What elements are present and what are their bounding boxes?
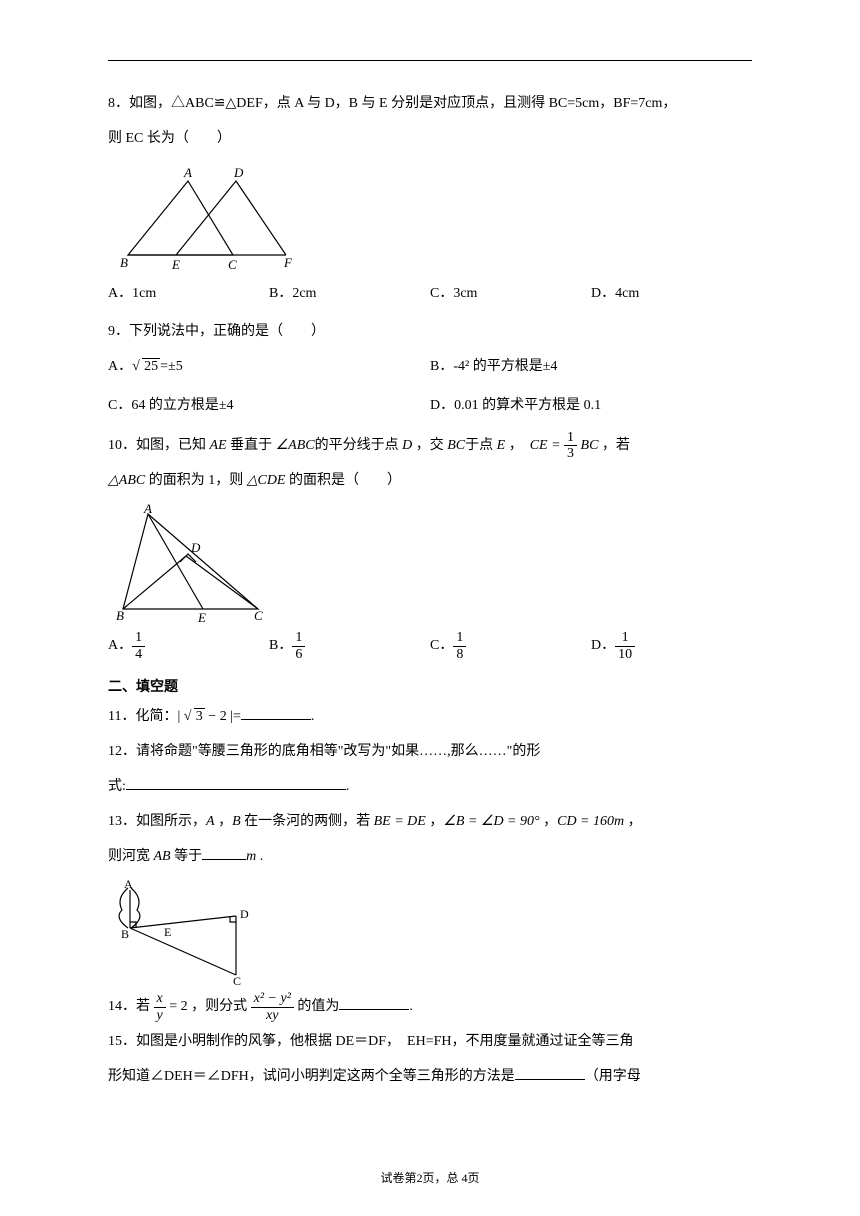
- q15-line2: 形知道∠DEH＝∠DFH，试问小明判定这两个全等三角形的方法是（用字母: [108, 1062, 752, 1093]
- q10-figure: A B C D E: [108, 504, 752, 624]
- q8-opt-c: C．3cm: [430, 279, 591, 310]
- svg-text:B: B: [121, 927, 129, 941]
- q9-opt-a: A．25=±5: [108, 352, 430, 383]
- q15-line1: 15．如图是小明制作的风筝，他根据 DE＝DF， EH=FH，不用度量就通过证全…: [108, 1027, 752, 1058]
- svg-text:A: A: [124, 880, 133, 891]
- q9-opt-b: B．-4² 的平方根是±4: [430, 352, 752, 383]
- q9-opt-c: C．64 的立方根是±4: [108, 391, 430, 422]
- q10-line1: 10．如图，已知 AE 垂直于 ∠ABC的平分线于点 D ，交 BC于点 E ，…: [108, 430, 752, 462]
- svg-text:C: C: [228, 257, 237, 272]
- q10-options: A．14 B．16 C．18 D．110: [108, 630, 752, 662]
- q12-line1: 12．请将命题"等腰三角形的底角相等"改写为"如果……,那么……"的形: [108, 737, 752, 768]
- q12-blank: [126, 789, 346, 790]
- q10-opt-c: C．18: [430, 630, 591, 662]
- q8-options: A．1cm B．2cm C．3cm D．4cm: [108, 279, 752, 310]
- svg-text:F: F: [283, 255, 293, 270]
- svg-text:A: A: [143, 504, 152, 516]
- q9-opt-d: D．0.01 的算术平方根是 0.1: [430, 391, 752, 422]
- q10-opt-a: A．14: [108, 630, 269, 662]
- svg-text:D: D: [190, 540, 201, 555]
- q15-blank: [515, 1079, 585, 1080]
- q13-figure: A B E D C: [108, 880, 752, 985]
- q10-opt-d: D．110: [591, 630, 752, 662]
- svg-text:B: B: [120, 255, 128, 270]
- svg-text:A: A: [183, 165, 192, 180]
- q13-blank: [202, 859, 246, 860]
- q9-row1: A．25=±5 B．-4² 的平方根是±4: [108, 352, 752, 383]
- svg-text:E: E: [164, 925, 171, 939]
- svg-text:E: E: [171, 257, 180, 272]
- q9-row2: C．64 的立方根是±4 D．0.01 的算术平方根是 0.1: [108, 391, 752, 422]
- q11-blank: [241, 719, 311, 720]
- q8-figure: A D B E C F: [108, 163, 752, 273]
- q10-opt-b: B．16: [269, 630, 430, 662]
- q8-opt-b: B．2cm: [269, 279, 430, 310]
- q14: 14．若 xy = 2 ，则分式 x² − y²xy 的值为.: [108, 991, 752, 1023]
- q8-opt-a: A．1cm: [108, 279, 269, 310]
- svg-text:B: B: [116, 608, 124, 623]
- q13-line2: 则河宽 AB 等于m .: [108, 842, 752, 873]
- q13-line1: 13．如图所示，A ，B 在一条河的两侧，若 BE = DE ，∠B = ∠D …: [108, 807, 752, 838]
- svg-text:E: E: [197, 610, 206, 624]
- q10-line2: △ABC 的面积为 1，则 △CDE 的面积是（ ）: [108, 466, 752, 497]
- q8-line1: 8．如图，△ABC≌△DEF，点 A 与 D，B 与 E 分别是对应顶点，且测得…: [108, 89, 752, 120]
- svg-text:C: C: [254, 608, 263, 623]
- q9-text: 9．下列说法中，正确的是（ ）: [108, 317, 752, 348]
- svg-text:D: D: [240, 907, 249, 921]
- q12-line2: 式:.: [108, 772, 752, 803]
- svg-text:D: D: [233, 165, 244, 180]
- q8-opt-d: D．4cm: [591, 279, 752, 310]
- svg-text:C: C: [233, 974, 241, 985]
- page-footer: 试卷第2页，总 4页: [0, 1169, 860, 1186]
- top-rule: [108, 60, 752, 61]
- q11: 11．化简：| 3 − 2 |=.: [108, 702, 752, 733]
- q8-line2: 则 EC 长为（ ）: [108, 124, 752, 155]
- section-2-title: 二、填空题: [108, 676, 752, 696]
- q14-blank: [339, 1009, 409, 1010]
